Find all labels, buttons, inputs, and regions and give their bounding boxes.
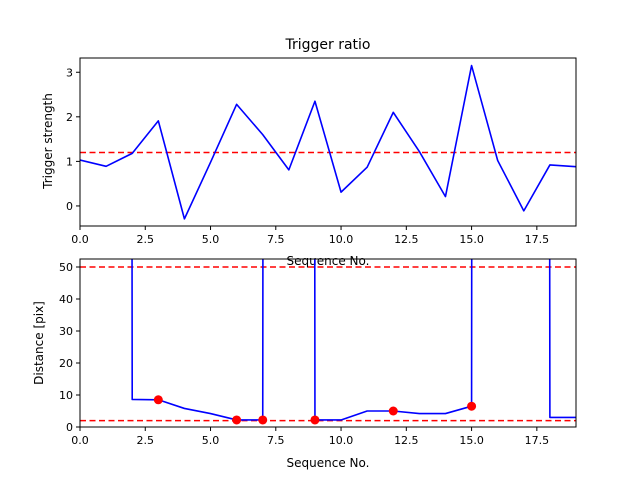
bottom-highlight-point [467,401,477,411]
top-y-tick-label: 3 [66,66,73,79]
bottom-y-axis-label: Distance [pix] [32,301,46,385]
top-y-tick-label: 2 [66,111,73,124]
bottom-plot-area [80,259,576,425]
bottom-highlight-point [258,415,268,425]
top-series-line-0 [80,64,576,220]
top-x-tick-label: 2.5 [137,233,155,246]
bottom-highlight-point [310,415,320,425]
top-x-tick-label: 17.5 [525,233,550,246]
bottom-highlight-point [388,406,398,416]
bottom-highlight-point [153,395,163,405]
trigger-ratio-panel: Trigger ratio Trigger strength Sequence … [41,37,577,268]
top-x-tick-label: 12.5 [394,233,419,246]
bottom-y-tick-label: 40 [59,293,73,306]
bottom-x-axis-label: Sequence No. [287,456,370,470]
bottom-y-tick-label: 20 [59,357,73,370]
bottom-plot-frame [79,258,577,428]
bottom-x-tick-label: 0.0 [71,434,89,447]
distance-panel: Distance [pix] Sequence No. 0.0 2.5 5.0 7.5… [32,258,577,470]
top-axis-ticks: 0.0 2.5 5.0 7.5 10.0 12.5 15.0 17.5 0 1 2 3 [66,66,549,246]
top-x-axis-label: Sequence No. [287,254,370,268]
top-y-axis-label: Trigger strength [41,93,55,190]
bottom-highlight-point [232,415,242,425]
top-y-tick-label: 1 [66,155,73,168]
bottom-y-tick-label: 50 [59,261,73,274]
bottom-x-tick-label: 17.5 [525,434,550,447]
top-x-tick-label: 0.0 [71,233,89,246]
bottom-x-tick-label: 12.5 [394,434,419,447]
bottom-x-tick-label: 7.5 [267,434,285,447]
top-plot-area [80,64,576,220]
bottom-x-tick-label: 2.5 [137,434,155,447]
bottom-series-line-0 [131,259,576,421]
top-x-tick-label: 5.0 [202,233,220,246]
bottom-x-tick-label: 15.0 [459,434,484,447]
top-x-tick-label: 15.0 [459,233,484,246]
bottom-y-tick-label: 10 [59,389,73,402]
top-y-tick-label: 0 [66,200,73,213]
bottom-x-tick-label: 10.0 [329,434,354,447]
top-x-tick-label: 10.0 [329,233,354,246]
bottom-x-tick-label: 5.0 [202,434,220,447]
top-chart-title: Trigger ratio [284,37,370,53]
bottom-y-tick-label: 30 [59,325,73,338]
top-x-tick-label: 7.5 [267,233,285,246]
bottom-axis-ticks: 0.0 2.5 5.0 7.5 10.0 12.5 15.0 17.5 0 10 20 30 40 50 [59,261,549,447]
top-plot-frame [79,57,577,227]
bottom-y-tick-label: 0 [66,421,73,434]
